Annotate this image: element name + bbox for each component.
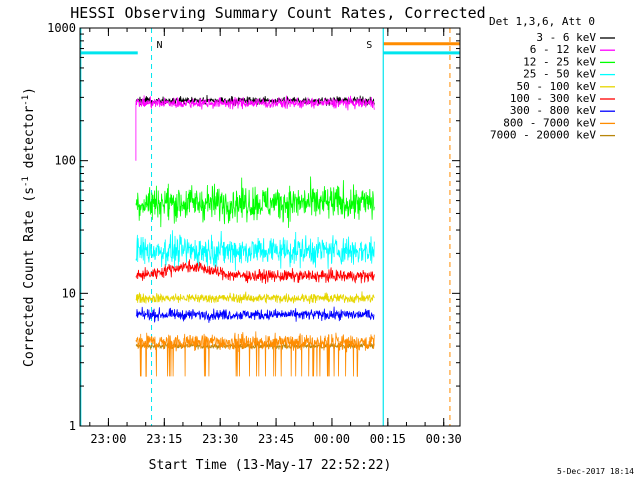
x-tick-label: 00:00 xyxy=(314,432,350,446)
legend-entry-label: 50 - 100 keV xyxy=(517,80,597,93)
y-tick-label: 1 xyxy=(69,419,76,433)
y-tick-label: 10 xyxy=(62,286,76,300)
y-axis-label-part: ) xyxy=(22,87,37,95)
marker-label: S xyxy=(366,40,372,51)
y-tick-label: 1000 xyxy=(47,21,76,35)
series-trace xyxy=(135,291,375,304)
x-tick-label: 00:15 xyxy=(370,432,406,446)
chart-title: HESSI Observing Summary Count Rates, Cor… xyxy=(70,4,485,22)
x-tick-label: 23:15 xyxy=(146,432,182,446)
x-tick-label: 23:30 xyxy=(202,432,238,446)
series-trace xyxy=(135,95,375,161)
legend-entry-label: 7000 - 20000 keV xyxy=(490,129,596,142)
y-axis-label: Corrected Count Rate (s-1 detector-1) xyxy=(21,87,37,367)
y-axis-label-part: detector xyxy=(22,106,37,177)
series-trace xyxy=(135,94,375,108)
series-trace xyxy=(135,306,375,323)
marker-label: N xyxy=(157,40,163,51)
y-axis-label-exponent: -1 xyxy=(21,176,31,187)
legend-entry-label: 100 - 300 keV xyxy=(510,92,596,105)
plot-frame xyxy=(79,27,461,427)
y-tick-label: 100 xyxy=(54,154,76,168)
legend-entry-label: 800 - 7000 keV xyxy=(503,116,596,129)
series-trace xyxy=(135,176,375,228)
series-trace xyxy=(135,230,375,271)
y-axis-label-exponent: -1 xyxy=(21,95,31,106)
legend-entry-label: 3 - 6 keV xyxy=(536,31,596,44)
footer-timestamp: 5-Dec-2017 18:14 xyxy=(557,467,634,476)
axis-ticks: 1 10 100 1000 23:00 23:15 23:30 23:45 00:00 00:15… xyxy=(47,21,462,446)
series-trace xyxy=(135,259,375,284)
legend-entry-label: 6 - 12 keV xyxy=(530,43,597,56)
legend-entry-label: 12 - 25 keV xyxy=(523,55,596,68)
x-tick-label: 00:30 xyxy=(426,432,462,446)
x-axis-label: Start Time (13-May-17 22:52:22) xyxy=(149,458,392,473)
legend-entry-label: 300 - 800 keV xyxy=(510,104,596,117)
series-trace xyxy=(135,331,375,377)
x-tick-label: 23:45 xyxy=(258,432,294,446)
legend-entry-label: 25 - 50 keV xyxy=(523,68,596,81)
x-tick-label: 23:00 xyxy=(90,432,126,446)
legend-title: Det 1,3,6, Att 0 xyxy=(489,15,595,28)
y-axis-label-part: Corrected Count Rate (s xyxy=(22,187,37,367)
